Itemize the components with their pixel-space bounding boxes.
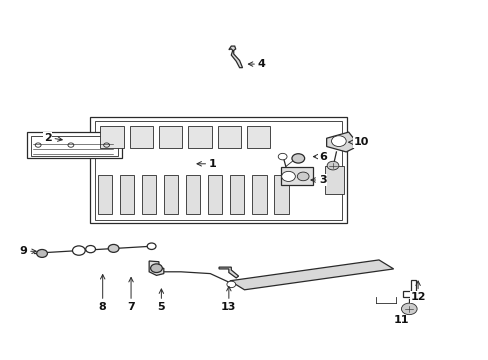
Circle shape [281, 171, 295, 181]
Bar [281, 167, 312, 185]
Polygon shape [403, 280, 415, 297]
Bar [98, 175, 112, 214]
Bar [217, 126, 241, 148]
Bar [120, 175, 134, 214]
Circle shape [291, 154, 304, 163]
Bar [100, 126, 123, 148]
Circle shape [150, 264, 162, 273]
Bar [188, 126, 211, 148]
Text: 13: 13 [221, 287, 236, 312]
Polygon shape [27, 132, 122, 158]
Polygon shape [90, 117, 346, 223]
Bar [185, 175, 200, 214]
Circle shape [331, 136, 346, 147]
Bar [229, 175, 244, 214]
Text: 8: 8 [99, 275, 106, 312]
Text: 11: 11 [392, 315, 408, 325]
Polygon shape [229, 260, 393, 290]
Text: 9: 9 [20, 246, 36, 256]
Bar [325, 166, 343, 194]
Polygon shape [228, 46, 242, 68]
Text: 6: 6 [313, 152, 326, 162]
Polygon shape [326, 132, 353, 152]
Circle shape [297, 172, 308, 181]
Circle shape [326, 161, 338, 170]
Circle shape [37, 249, 47, 257]
Circle shape [85, 246, 95, 253]
Circle shape [278, 153, 286, 160]
Text: 3: 3 [310, 175, 326, 185]
Bar [246, 126, 270, 148]
Circle shape [72, 246, 85, 255]
Text: 4: 4 [248, 59, 265, 69]
Text: 10: 10 [348, 137, 368, 147]
Bar [129, 126, 153, 148]
Bar [207, 175, 222, 214]
Text: 12: 12 [409, 281, 425, 302]
Circle shape [226, 281, 235, 288]
Bar [273, 175, 288, 214]
Bar [251, 175, 266, 214]
Bar [142, 175, 156, 214]
Text: 1: 1 [197, 159, 216, 169]
Text: 2: 2 [44, 132, 62, 143]
Circle shape [108, 244, 119, 252]
Text: 5: 5 [157, 289, 165, 312]
Circle shape [147, 243, 156, 249]
Circle shape [401, 303, 416, 315]
Polygon shape [149, 261, 163, 275]
Text: 7: 7 [127, 278, 135, 312]
Bar [159, 126, 182, 148]
Polygon shape [219, 267, 238, 278]
Bar [163, 175, 178, 214]
